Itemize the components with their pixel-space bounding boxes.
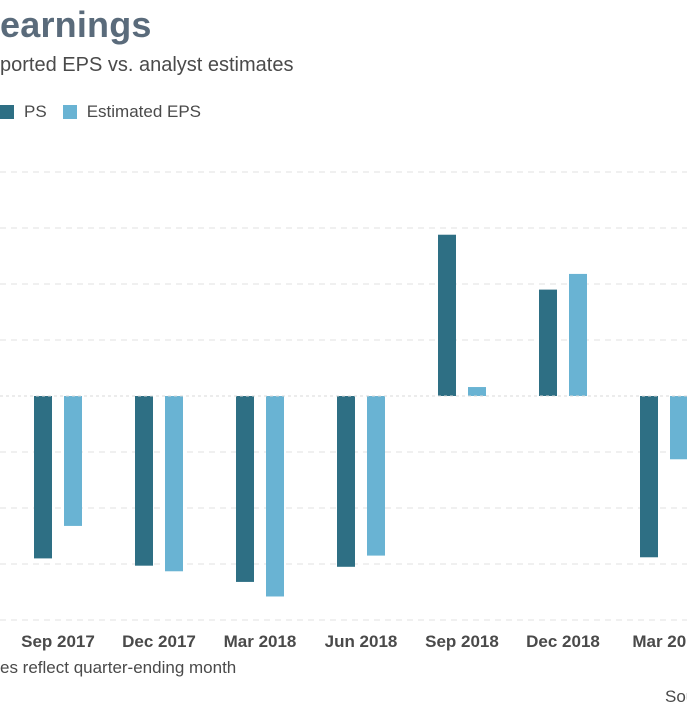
bar-estimated-3 xyxy=(367,396,385,556)
bar-reported-6 xyxy=(640,396,658,558)
bar-reported-0 xyxy=(34,396,52,559)
legend-label-reported: PS xyxy=(24,102,47,121)
x-tick-label: Jun 2018 xyxy=(325,632,398,651)
x-tick-label: Dec 2017 xyxy=(122,632,196,651)
source-label: Sou xyxy=(665,687,687,706)
footnote: es reflect quarter-ending month xyxy=(0,658,237,677)
legend-swatch-estimated xyxy=(62,105,77,119)
bar-estimated-1 xyxy=(165,396,183,572)
bar-reported-1 xyxy=(135,396,153,566)
legend-item-reported: PS xyxy=(0,102,47,122)
eps-bar-chart: Sep 2017 Dec 2017 Mar 2018 Jun 2018 Sep 2018… xyxy=(0,171,687,651)
x-tick-label: Mar 2018 xyxy=(224,632,297,651)
legend: PS Estimated EPS xyxy=(0,100,201,124)
chart-title: earnings xyxy=(0,4,152,45)
bar-reported-5 xyxy=(539,289,557,396)
bar-estimated-4 xyxy=(468,387,486,396)
bar-estimated-6 xyxy=(670,396,687,460)
bar-reported-4 xyxy=(438,234,456,396)
bar-reported-3 xyxy=(337,396,355,567)
bar-estimated-2 xyxy=(266,396,284,597)
bar-estimated-5 xyxy=(569,273,587,396)
chart-subtitle: ported EPS vs. analyst estimates xyxy=(0,54,294,76)
bar-estimated-0 xyxy=(64,396,82,526)
x-tick-label: Sep 2018 xyxy=(425,632,499,651)
x-tick-label: Mar 201 xyxy=(632,632,687,651)
legend-item-estimated: Estimated EPS xyxy=(62,102,202,122)
bar-reported-2 xyxy=(236,396,254,582)
x-tick-label: Dec 2018 xyxy=(526,632,600,651)
legend-label-estimated: Estimated EPS xyxy=(86,102,202,121)
legend-swatch-reported xyxy=(0,105,14,119)
x-tick-label: Sep 2017 xyxy=(21,632,95,651)
